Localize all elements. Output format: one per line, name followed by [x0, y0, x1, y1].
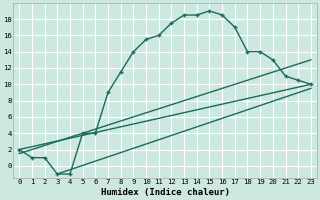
X-axis label: Humidex (Indice chaleur): Humidex (Indice chaleur) — [100, 188, 229, 197]
